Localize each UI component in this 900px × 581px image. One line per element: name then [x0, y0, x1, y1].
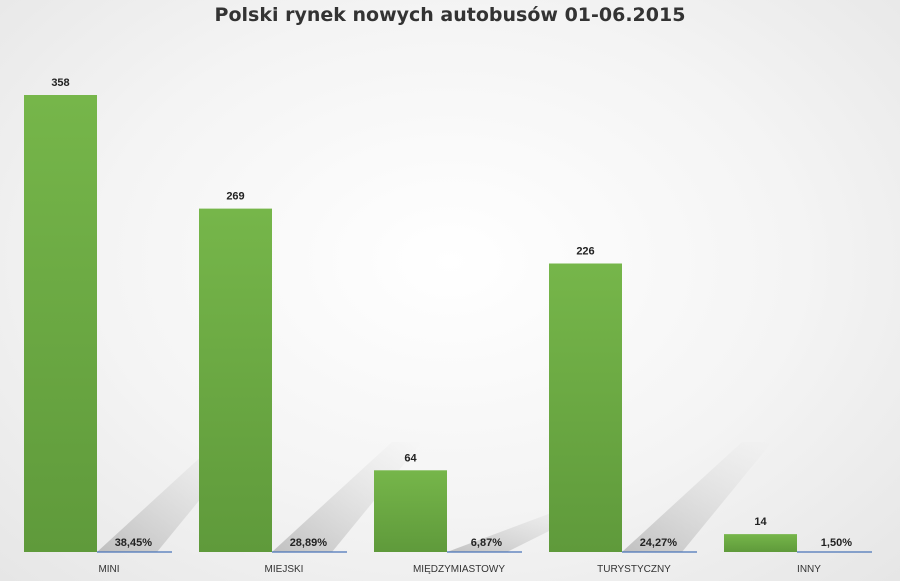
- category-label: MIĘDZYMIASTOWY: [413, 564, 505, 575]
- chart-title: Polski rynek nowych autobusów 01-06.2015: [214, 4, 686, 26]
- category-label: TURYSTYCZNY: [597, 564, 671, 575]
- category-label: MINI: [98, 564, 119, 575]
- bar-międzymiastowy: [374, 470, 447, 552]
- percent-label: 1,50%: [821, 537, 852, 549]
- percent-label: 38,45%: [115, 537, 153, 549]
- value-label: 269: [226, 191, 244, 203]
- percent-label: 6,87%: [471, 537, 502, 549]
- bar-mini: [24, 95, 97, 552]
- value-label: 226: [576, 246, 594, 258]
- bar-shadow: [622, 442, 772, 552]
- percent-label: 24,27%: [640, 537, 678, 549]
- value-label: 14: [754, 516, 767, 528]
- bar-shadow: [272, 442, 422, 552]
- category-label: MIEJSKI: [265, 564, 304, 575]
- bar-miejski: [199, 208, 272, 552]
- value-label: 64: [404, 452, 417, 464]
- category-label: INNY: [797, 564, 821, 575]
- percent-label: 28,89%: [290, 537, 328, 549]
- value-label: 358: [51, 77, 69, 89]
- bar-turystyczny: [549, 263, 622, 552]
- bar-inny: [724, 534, 797, 552]
